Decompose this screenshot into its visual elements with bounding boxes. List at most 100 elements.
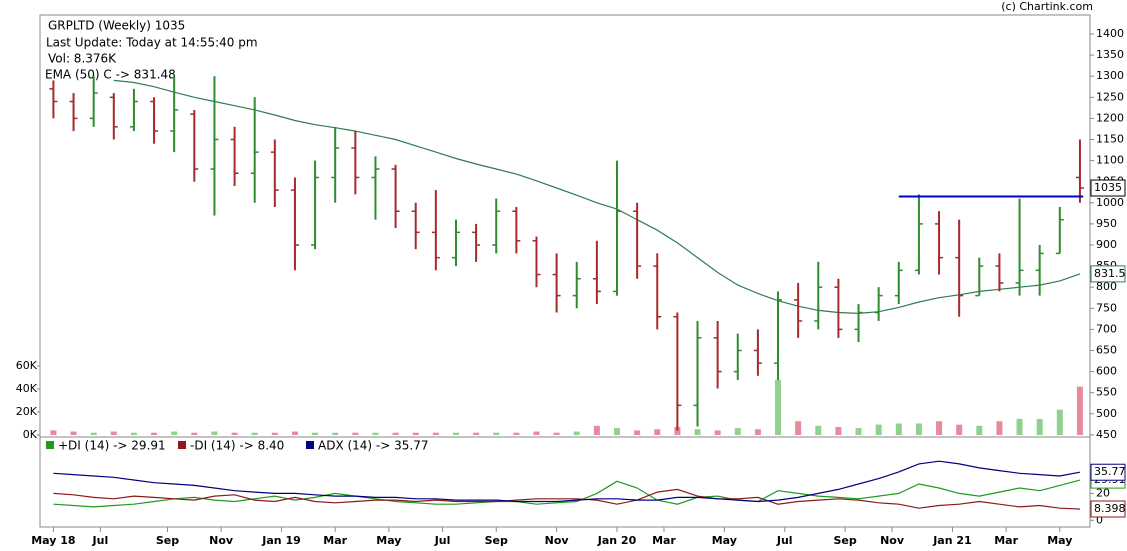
y-tick-label: 550: [1096, 386, 1117, 399]
volume-bar: [372, 432, 379, 435]
y-tick-label: 750: [1096, 301, 1117, 314]
indicator-line: [53, 488, 1080, 510]
y-tick-label: 950: [1096, 217, 1117, 230]
legend-label: ADX (14) -> 35.77: [318, 439, 428, 453]
volume-bar: [875, 424, 882, 435]
x-tick-label: Mar: [994, 534, 1018, 547]
volume-bar: [271, 432, 278, 435]
volume-bar: [895, 423, 902, 435]
x-tick-label: Sep: [485, 534, 508, 547]
volume-bar: [915, 423, 922, 435]
indicator-line: [53, 460, 1081, 503]
ema-line: [113, 79, 1081, 315]
x-tick-label: Nov: [880, 534, 905, 547]
value-marker: [1090, 500, 1126, 518]
legend-swatch: [306, 441, 314, 449]
y-tick-label: 0: [1096, 513, 1103, 526]
volume-bar: [432, 432, 439, 435]
volume-tick-label: 60K: [16, 359, 38, 372]
x-tick-label: May 18: [31, 534, 75, 547]
volume-bar: [473, 432, 480, 435]
x-tick-label: Nov: [545, 534, 570, 547]
value-marker-label: 1035: [1094, 181, 1122, 194]
volume-bar: [754, 429, 761, 435]
y-tick-label: 600: [1096, 365, 1117, 378]
volume-tick-label: 0K: [23, 428, 38, 441]
volume-bar: [996, 421, 1003, 435]
x-tick-label: Nov: [209, 534, 234, 547]
x-tick-label: Jan 20: [597, 534, 637, 547]
volume-bar: [412, 432, 419, 435]
volume-bar: [855, 428, 862, 435]
value-marker-label: 35.77: [1094, 465, 1126, 478]
source: (c) Chartink.com: [1001, 0, 1093, 13]
chart-title: GRPLTD (Weekly) 1035: [48, 19, 185, 33]
volume-bar: [110, 431, 117, 435]
volume-bar: [936, 421, 943, 435]
y-tick-label: 1400: [1096, 27, 1124, 40]
legend-label: +DI (14) -> 29.91: [58, 439, 166, 453]
volume-bar: [573, 431, 580, 435]
volume-bar: [50, 430, 57, 435]
x-tick-label: Jul: [434, 534, 451, 547]
subtitle: Last Update: Today at 14:55:40 pm: [46, 36, 258, 50]
volume-bar: [956, 424, 963, 435]
value-marker: [1090, 463, 1126, 481]
x-tick-label: May: [712, 534, 737, 547]
y-tick-label: 1300: [1096, 69, 1124, 82]
value-marker: [1090, 179, 1126, 197]
volume-bar: [634, 430, 641, 435]
y-tick-label: 1250: [1096, 90, 1124, 103]
volume-bar: [312, 432, 319, 435]
y-tick-label: 1100: [1096, 154, 1124, 167]
volume-bar: [130, 432, 137, 435]
volume-bar: [1016, 418, 1023, 435]
value-marker-label: 831.5: [1094, 267, 1126, 280]
volume-bar: [613, 428, 620, 435]
volume-bar: [654, 429, 661, 435]
volume-bar: [70, 431, 77, 435]
volume-bar: [593, 425, 600, 435]
y-tick-label: 450: [1096, 428, 1117, 441]
y-tick-label: 1350: [1096, 48, 1124, 61]
volume-bar: [151, 432, 158, 435]
y-tick-label: 500: [1096, 407, 1117, 420]
x-tick-label: May: [376, 534, 401, 547]
x-tick-label: Sep: [156, 534, 179, 547]
ema-legend: EMA (50) C -> 831.48: [45, 68, 176, 82]
x-tick-label: Sep: [833, 534, 856, 547]
volume-bar: [1036, 418, 1043, 435]
y-tick-label: 1200: [1096, 111, 1124, 124]
x-tick-label: Jan 21: [932, 534, 971, 547]
x-tick-label: Jul: [776, 534, 793, 547]
y-tick-label: 650: [1096, 343, 1117, 356]
volume-bar: [231, 432, 238, 435]
volume-bar: [694, 429, 701, 435]
volume-bar: [533, 431, 540, 435]
volume-bar: [392, 432, 399, 435]
volume-bar: [714, 430, 721, 435]
volume-bar: [815, 425, 822, 435]
volume-tick-label: 40K: [16, 382, 38, 395]
volume-bar: [90, 432, 97, 435]
y-tick-label: 20: [1096, 486, 1110, 499]
volume-bar: [352, 432, 359, 435]
volume-bar: [211, 431, 218, 435]
volume-bar: [674, 426, 681, 435]
legend-swatch: [46, 441, 54, 449]
volume-bar: [553, 432, 560, 435]
volume-bar: [1056, 409, 1063, 435]
x-tick-label: Jul: [92, 534, 109, 547]
volume-bar: [976, 425, 983, 435]
volume-bar: [493, 432, 500, 435]
volume-bar: [734, 428, 741, 435]
value-marker-label: 8.398: [1094, 502, 1126, 515]
volume-bar: [775, 379, 782, 435]
x-tick-label: Mar: [652, 534, 676, 547]
volume-bar: [332, 432, 339, 435]
legend-swatch: [178, 441, 186, 449]
volume-bar: [291, 431, 298, 435]
indicator-panel: [39, 436, 1091, 528]
